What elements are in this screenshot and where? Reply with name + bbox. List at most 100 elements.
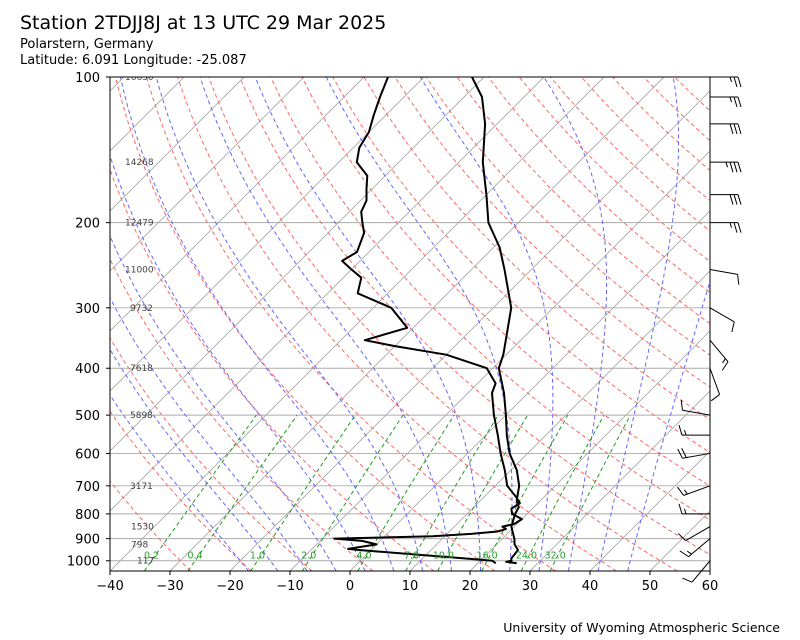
x-tick-label: −30	[156, 579, 183, 594]
dry-adiabat-line	[239, 77, 710, 556]
dry-adiabat-line	[643, 77, 710, 142]
dry-adiabat-line	[110, 337, 313, 571]
moist-adiabat-line	[119, 77, 395, 571]
height-label: 117	[137, 557, 154, 567]
height-label: 16630	[125, 73, 154, 83]
mixing-ratio-label: 10.0	[433, 551, 454, 562]
wind-barb-feather	[737, 274, 740, 285]
wind-barb-half-feather	[729, 96, 732, 103]
wind-barb-feather	[729, 162, 734, 173]
height-label: 11000	[125, 266, 154, 276]
wind-barb-feather	[733, 123, 738, 135]
wind-barb	[709, 368, 721, 402]
wind-barb-staff	[683, 485, 711, 496]
isotherm-line	[0, 77, 64, 571]
station-coordinates: Latitude: 6.091 Longitude: -25.087	[20, 53, 247, 68]
dry-adiabat-line	[301, 77, 710, 487]
x-tick-label: 10	[402, 579, 419, 594]
height-label: 9732	[130, 304, 153, 314]
moist-adiabat-line	[543, 77, 608, 571]
isotherm-line	[110, 77, 545, 512]
mixing-ratio-line	[437, 414, 528, 571]
dry-adiabat-line	[394, 77, 710, 388]
isotherm-line	[469, 330, 710, 571]
moist-adiabat-line	[110, 296, 308, 571]
isotherm-line	[589, 450, 710, 571]
plot-area: 16630 14268 12479 11000 9732 7618 5898 3171 1530…	[0, 73, 710, 571]
wind-barb-feather	[733, 194, 738, 205]
isotherm-line	[110, 77, 245, 212]
mixing-ratio-line	[520, 414, 605, 571]
wind-barb	[710, 222, 742, 233]
wind-barb-feather	[729, 194, 734, 205]
x-tick-label: 50	[642, 579, 659, 594]
wind-barb	[710, 194, 742, 205]
wind-barb-feather	[679, 550, 689, 558]
wind-barb-feather	[737, 194, 742, 205]
wind-barb-feather	[677, 486, 685, 496]
chart-title: Station 2TDJJ8J at 13 UTC 29 Mar 2025	[20, 12, 387, 34]
wind-barb-staff	[709, 339, 729, 362]
y-tick-label: 500	[75, 409, 100, 424]
wind-barb-staff	[685, 526, 711, 542]
moist-adiabat-line	[627, 279, 710, 571]
dry-adiabat-line	[612, 77, 710, 172]
wind-barb-feather	[737, 96, 742, 108]
dry-adiabat-line	[110, 258, 374, 571]
moist-adiabat-line	[110, 234, 337, 571]
wind-barb-staff	[709, 307, 735, 323]
wind-barb	[709, 339, 729, 371]
temperature-profile	[471, 77, 521, 565]
wind-barb	[709, 269, 740, 285]
height-label: 1530	[131, 523, 154, 533]
dry-adiabat-line	[146, 77, 556, 571]
dewpoint-profile	[333, 77, 523, 565]
dry-adiabat-line	[332, 77, 710, 454]
wind-barb-staff	[688, 538, 711, 557]
dry-adiabat-line	[674, 77, 710, 112]
dry-adiabat-line	[270, 77, 710, 521]
wind-barb-staff	[682, 452, 711, 459]
mixing-ratio-line	[250, 414, 356, 571]
isotherm-line	[709, 570, 710, 571]
wind-barb	[710, 76, 742, 88]
y-tick-label: 300	[75, 302, 100, 317]
moist-adiabat-line	[199, 77, 453, 571]
isotherm-line	[409, 270, 710, 571]
wind-barb-staff	[682, 409, 711, 416]
y-tick-label: 200	[75, 217, 100, 232]
wind-barb	[678, 425, 710, 436]
mixing-ratio-label: 7.0	[404, 551, 419, 562]
dry-adiabat-line	[177, 77, 617, 571]
x-tick-label: −20	[216, 579, 243, 594]
y-tick-label: 800	[75, 508, 100, 523]
mixing-ratio-line	[405, 414, 499, 571]
dry-adiabat-line	[581, 77, 710, 202]
y-tick-label: 600	[75, 447, 100, 462]
wind-barb-feather	[678, 503, 683, 515]
wind-barb	[710, 123, 742, 135]
wind-barb-feather	[737, 123, 742, 135]
mixing-ratio-label: 0.4	[188, 551, 203, 562]
isotherm-line	[0, 77, 4, 571]
wind-barb-half-feather	[683, 489, 688, 495]
mixing-ratio-line	[549, 414, 631, 571]
moist-adiabat-line	[110, 394, 249, 571]
moist-adiabat-line	[254, 77, 482, 571]
x-tick-label: −10	[276, 579, 303, 594]
wind-barb	[709, 307, 735, 333]
isotherm-line	[349, 210, 710, 571]
y-tick-label: 700	[75, 480, 100, 495]
dry-adiabat-line	[110, 168, 435, 571]
y-tick-label: 900	[75, 533, 100, 548]
wind-barb-feather	[682, 577, 693, 583]
station-location: Polarstern, Germany	[20, 37, 154, 52]
wind-barb-feather	[721, 361, 729, 371]
dry-adiabat-line	[425, 77, 710, 356]
dry-adiabat-line	[549, 77, 710, 232]
wind-barb-feather	[737, 162, 742, 173]
mixing-ratio-label: 1.0	[250, 551, 265, 562]
wind-barb-half-feather	[729, 76, 732, 83]
wind-barb-half-feather	[686, 550, 692, 555]
